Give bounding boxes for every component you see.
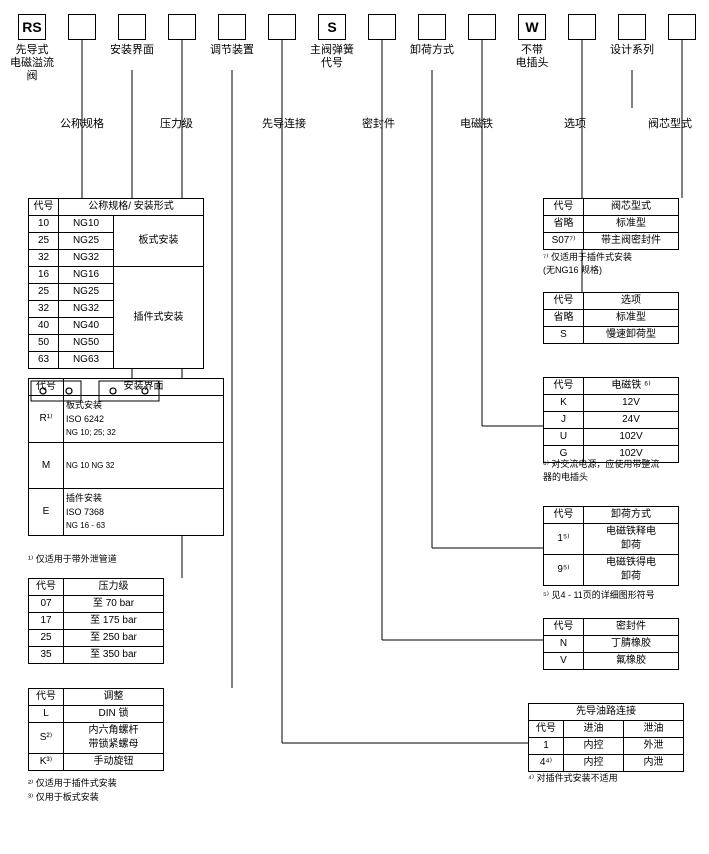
code-box-label-2: 安装界面 xyxy=(107,44,157,57)
mid-label-4: 电磁铁 xyxy=(460,115,493,131)
code-box-0: RS xyxy=(18,14,46,40)
footnote-pilot: ⁴⁾ 对插件式安装不适用 xyxy=(528,771,618,784)
table-adjust: 代号调整LDIN 锁S²⁾内六角螺杆带锁紧螺母K³⁾手动旋钮 xyxy=(28,688,164,771)
table-nominal-size: 代号公称规格/ 安装形式10NG10板式安装25NG2532NG3216NG16… xyxy=(28,198,204,369)
footnote-unload: ⁵⁾ 见4 - 11页的详细图形符号 xyxy=(543,588,655,601)
diagram-root: RS先导式电磁溢流阀安装界面调节装置S主阀弹簧代号卸荷方式W不带电插头设计系列 … xyxy=(8,8,701,846)
table-pilot-connection: 先导油路连接代号进油泄油1内控外泄4⁴⁾内控内泄 xyxy=(528,703,684,772)
code-box-label-4: 调节装置 xyxy=(207,44,257,57)
code-box-9 xyxy=(468,14,496,40)
code-box-label-10: 不带电插头 xyxy=(507,44,557,70)
table-option: 代号选项省略标准型S慢速卸荷型 xyxy=(543,292,679,344)
code-box-label-8: 卸荷方式 xyxy=(407,44,457,57)
mid-label-2: 先导连接 xyxy=(262,115,306,131)
table-pressure: 代号压力级07至 70 bar17至 175 bar25至 250 bar35至… xyxy=(28,578,164,664)
code-box-13 xyxy=(668,14,696,40)
code-box-label-6: 主阀弹簧代号 xyxy=(307,44,357,70)
table-solenoid: 代号电磁铁 ⁶⁾K12VJ24VU102VG102V xyxy=(543,377,679,463)
footnote-adjust-2: ³⁾ 仅用于板式安装 xyxy=(28,790,99,803)
footnote-solenoid: ⁶⁾ 对交流电源，应使用带整流 器的电插头 xyxy=(543,457,659,483)
mid-label-0: 公称规格 xyxy=(60,115,104,131)
mid-label-5: 选项 xyxy=(564,115,586,131)
code-box-5 xyxy=(268,14,296,40)
table-spool-type: 代号阀芯型式省略标准型S07⁷⁾带主阀密封件 xyxy=(543,198,679,250)
code-box-8 xyxy=(418,14,446,40)
code-box-label-0: 先导式电磁溢流阀 xyxy=(7,44,57,83)
code-box-12 xyxy=(618,14,646,40)
mid-label-3: 密封件 xyxy=(362,115,395,131)
code-box-10: W xyxy=(518,14,546,40)
code-box-1 xyxy=(68,14,96,40)
code-box-6: S xyxy=(318,14,346,40)
footnote-spool: ⁷⁾ 仅适用于插件式安装 (无NG16 规格) xyxy=(543,250,632,276)
code-box-3 xyxy=(168,14,196,40)
code-box-2 xyxy=(118,14,146,40)
table-seal: 代号密封件N丁腈橡胶V氟橡胶 xyxy=(543,618,679,670)
table-unload-mode: 代号卸荷方式1⁵⁾电磁铁释电卸荷9⁵⁾电磁铁得电卸荷 xyxy=(543,506,679,586)
mid-label-6: 阀芯型式 xyxy=(648,115,692,131)
mid-label-1: 压力级 xyxy=(160,115,193,131)
code-box-11 xyxy=(568,14,596,40)
footnote-adjust-1: ²⁾ 仅适用于插件式安装 xyxy=(28,776,117,789)
footnote-mount: ¹⁾ 仅适用于带外泄管道 xyxy=(28,552,117,565)
code-box-4 xyxy=(218,14,246,40)
table-mount-interface: 代号安装界面R¹⁾板式安装ISO 6242NG 10; 25; 32MNG 10… xyxy=(28,378,224,536)
code-box-label-12: 设计系列 xyxy=(607,44,657,57)
code-box-7 xyxy=(368,14,396,40)
